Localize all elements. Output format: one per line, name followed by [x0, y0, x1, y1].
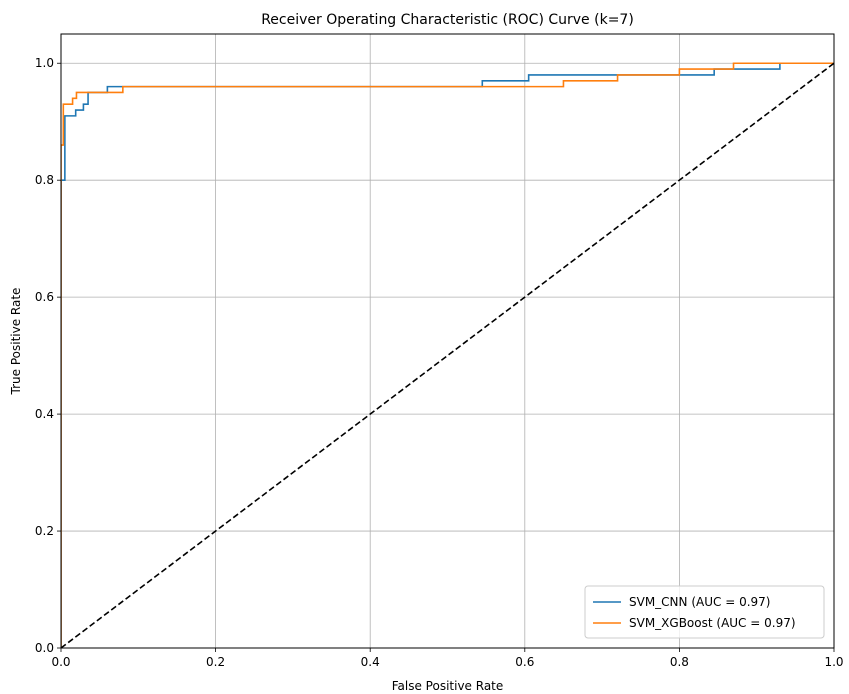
- svm-cnn-curve: [61, 62, 834, 648]
- axis-ticks: 0.0 0.2 0.4 0.6 0.8 1.0 0.0 0.2 0.4 0.6 0.8 1.0: [35, 56, 844, 669]
- legend-label-svm-cnn: SVM_CNN (AUC = 0.97): [629, 595, 770, 609]
- y-tick-label: 0.2: [35, 524, 54, 538]
- legend-box: [584, 585, 825, 639]
- x-tick-label: 0.0: [51, 655, 70, 669]
- x-axis-title: False Positive Rate: [392, 679, 504, 693]
- series-lines: [61, 62, 835, 649]
- legend: SVM_CNN (AUC = 0.97) SVM_XGBoost (AUC = …: [584, 585, 825, 639]
- x-tick-label: 0.8: [670, 655, 689, 669]
- grid-lines: [60, 34, 835, 649]
- plot-frame: [60, 33, 835, 649]
- y-axis-title: True Positive Rate: [9, 288, 23, 396]
- x-tick-label: 0.4: [361, 655, 380, 669]
- y-tick-label: 0.4: [35, 407, 54, 421]
- chart-title: Receiver Operating Characteristic (ROC) …: [261, 12, 634, 28]
- svm-xgboost-curve: [61, 62, 834, 648]
- y-tick-label: 0.6: [35, 290, 54, 304]
- y-tick-label: 0.8: [35, 173, 54, 187]
- x-tick-label: 1.0: [824, 655, 843, 669]
- y-tick-label: 1.0: [35, 56, 54, 70]
- x-tick-label: 0.2: [206, 655, 225, 669]
- x-tick-label: 0.6: [515, 655, 534, 669]
- y-tick-label: 0.0: [35, 641, 54, 655]
- legend-label-svm-xgboost: SVM_XGBoost (AUC = 0.97): [629, 616, 796, 630]
